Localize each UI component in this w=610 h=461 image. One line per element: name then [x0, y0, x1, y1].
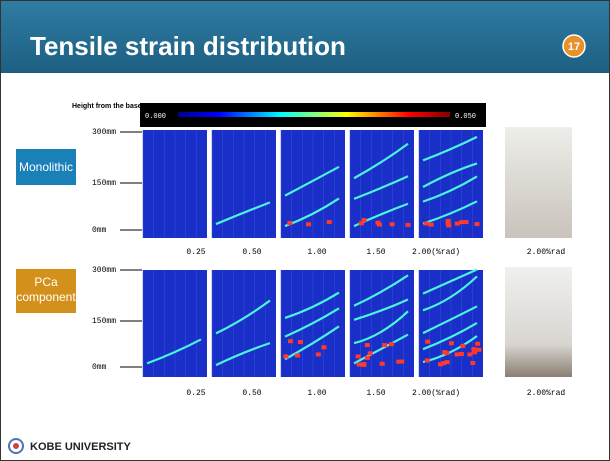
drift-label: 1.00: [307, 248, 326, 257]
height-label: 0mm: [92, 226, 107, 235]
colorbar-max: 0.050: [455, 113, 476, 121]
hot-spot: [467, 352, 472, 356]
hot-spot: [321, 345, 326, 349]
hot-spot: [283, 354, 288, 358]
row-label-full: PCa component: [3, 283, 90, 297]
hot-spot: [380, 362, 385, 366]
height-label: 0mm: [92, 363, 107, 372]
hot-spot: [356, 354, 361, 358]
hot-spot: [445, 360, 450, 364]
hot-spot: [327, 220, 332, 224]
hot-spot: [396, 360, 401, 364]
hot-spot: [288, 339, 293, 343]
drift-label: 1.00: [307, 389, 326, 398]
colorbar-min: 0.000: [145, 113, 166, 121]
drift-label: 2.00(%rad): [412, 248, 460, 257]
hot-spot: [365, 343, 370, 347]
drift-label: 1.50: [366, 389, 385, 398]
specimen-photo: [505, 267, 572, 377]
hot-spot: [389, 342, 394, 346]
footer-university: KOBE UNIVERSITY: [30, 441, 132, 453]
height-label: 150mm: [92, 317, 116, 326]
hot-spot: [455, 222, 460, 226]
hot-spot: [295, 354, 300, 358]
hot-spot: [425, 340, 430, 344]
drift-label: 2.00(%rad): [412, 389, 460, 398]
hot-spot: [449, 341, 454, 345]
photo-caption: 2.00%rad: [527, 248, 566, 257]
hot-spot: [455, 352, 460, 356]
slide: Tensile strain distribution 17 Height fr…: [0, 0, 610, 461]
drift-label: 0.50: [242, 389, 261, 398]
hot-spot: [446, 219, 451, 223]
hot-spot: [361, 363, 366, 367]
hot-spot: [390, 222, 395, 226]
hot-spot: [459, 352, 464, 356]
hot-spot: [287, 221, 292, 225]
hot-spot: [382, 343, 387, 347]
hot-spot: [357, 362, 362, 366]
hot-spot: [474, 222, 479, 226]
height-label: 150mm: [92, 179, 116, 188]
hot-spot: [306, 222, 311, 226]
hot-spot: [425, 359, 430, 363]
drift-label: 0.25: [186, 389, 205, 398]
hot-spot: [377, 223, 382, 227]
photo-caption: 2.00%rad: [527, 389, 566, 398]
drift-label: 0.50: [242, 248, 261, 257]
height-label: 300mm: [92, 266, 116, 275]
height-label: Height from the base: [72, 103, 142, 110]
hot-spot: [429, 223, 434, 227]
specimen-photo: [505, 127, 572, 238]
hot-spot: [424, 222, 429, 226]
colorbar: [178, 112, 450, 117]
hot-spot: [475, 342, 480, 346]
hot-spot: [460, 344, 465, 348]
hot-spot: [470, 361, 475, 365]
hot-spot: [316, 352, 321, 356]
hot-spot: [298, 340, 303, 344]
hot-spot: [406, 223, 411, 227]
drift-label: 1.50: [366, 248, 385, 257]
row-label: Monolithic: [19, 160, 73, 174]
hot-spot: [368, 351, 373, 355]
hot-spot: [463, 220, 468, 224]
hot-spot: [365, 356, 370, 360]
height-label: 300mm: [92, 128, 116, 137]
hot-spot: [476, 348, 481, 352]
slide-title: Tensile strain distribution: [30, 31, 346, 61]
hot-spot: [362, 218, 367, 222]
page-number: 17: [568, 41, 580, 53]
hot-spot: [438, 362, 443, 366]
logo: [13, 443, 19, 449]
drift-label: 0.25: [186, 248, 205, 257]
hot-spot: [444, 351, 449, 355]
hot-spot: [459, 220, 464, 224]
